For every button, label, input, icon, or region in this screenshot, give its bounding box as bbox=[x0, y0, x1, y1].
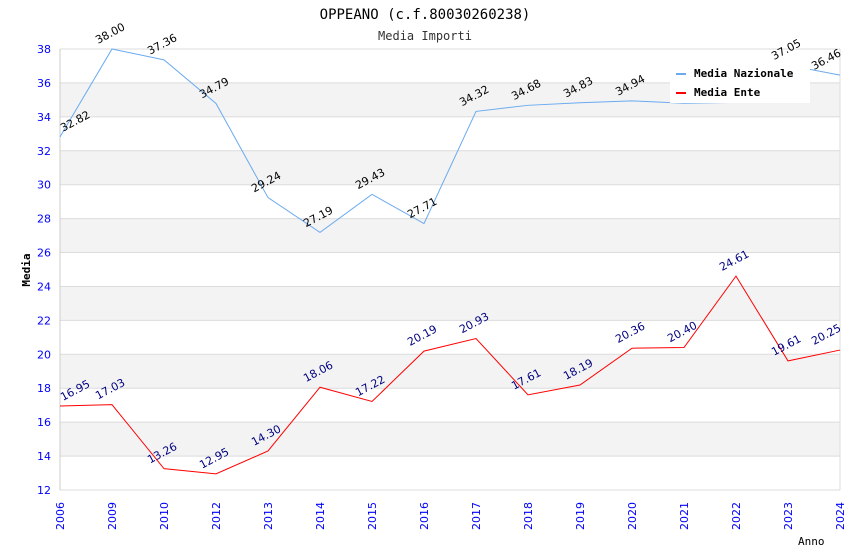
x-tick-label: 2009 bbox=[106, 502, 119, 530]
y-tick-label: 20 bbox=[37, 348, 51, 361]
chart-title: OPPEANO (c.f.80030260238) bbox=[320, 7, 531, 23]
data-label: 37.05 bbox=[769, 36, 803, 62]
y-tick-label: 22 bbox=[37, 314, 51, 327]
y-tick-label: 12 bbox=[37, 484, 51, 497]
y-tick-label: 24 bbox=[37, 280, 51, 293]
y-tick-label: 34 bbox=[37, 111, 51, 124]
chart-subtitle: Media Importi bbox=[378, 29, 472, 43]
x-tick-label: 2015 bbox=[366, 502, 379, 530]
grid-band bbox=[60, 422, 840, 457]
x-tick-label: 2012 bbox=[210, 502, 223, 530]
x-axis-label: Anno bbox=[798, 535, 825, 548]
data-label: 20.25 bbox=[809, 321, 843, 347]
data-label: 38.00 bbox=[93, 20, 127, 46]
data-label: 27.71 bbox=[405, 195, 439, 221]
y-tick-label: 28 bbox=[37, 213, 51, 226]
x-tick-label: 2023 bbox=[782, 502, 795, 530]
grid-band bbox=[60, 286, 840, 321]
y-tick-label: 26 bbox=[37, 247, 51, 260]
legend-label-ente: Media Ente bbox=[694, 86, 761, 99]
x-tick-label: 2017 bbox=[470, 502, 483, 530]
y-tick-label: 32 bbox=[37, 145, 51, 158]
grid-band bbox=[60, 218, 840, 253]
data-label: 20.36 bbox=[613, 320, 647, 346]
x-tick-label: 2006 bbox=[54, 502, 67, 530]
y-tick-label: 30 bbox=[37, 179, 51, 192]
x-tick-label: 2024 bbox=[834, 502, 847, 530]
x-tick-label: 2018 bbox=[522, 502, 535, 530]
y-tick-label: 18 bbox=[37, 382, 51, 395]
y-axis-label: Media bbox=[20, 253, 33, 286]
y-tick-label: 14 bbox=[37, 450, 51, 463]
x-tick-label: 2014 bbox=[314, 502, 327, 530]
data-label: 37.36 bbox=[145, 31, 179, 57]
y-tick-label: 16 bbox=[37, 416, 51, 429]
x-tick-label: 2020 bbox=[626, 502, 639, 530]
legend: Media Nazionale Media Ente bbox=[670, 62, 810, 103]
x-tick-label: 2010 bbox=[158, 502, 171, 530]
data-label: 20.40 bbox=[665, 319, 699, 345]
data-label: 20.19 bbox=[405, 322, 439, 348]
x-tick-label: 2013 bbox=[262, 502, 275, 530]
data-label: 36.46 bbox=[809, 47, 843, 73]
legend-swatch-ente bbox=[676, 92, 686, 94]
x-tick-label: 2019 bbox=[574, 502, 587, 530]
x-tick-label: 2021 bbox=[678, 502, 691, 530]
legend-swatch-nazionale bbox=[676, 73, 686, 75]
series-line-ente bbox=[59, 275, 841, 475]
legend-label-nazionale: Media Nazionale bbox=[694, 67, 794, 80]
grid-band bbox=[60, 354, 840, 389]
x-tick-label: 2016 bbox=[418, 502, 431, 530]
y-tick-label: 38 bbox=[37, 43, 51, 56]
y-tick-label: 36 bbox=[37, 77, 51, 90]
x-tick-label: 2022 bbox=[730, 502, 743, 530]
